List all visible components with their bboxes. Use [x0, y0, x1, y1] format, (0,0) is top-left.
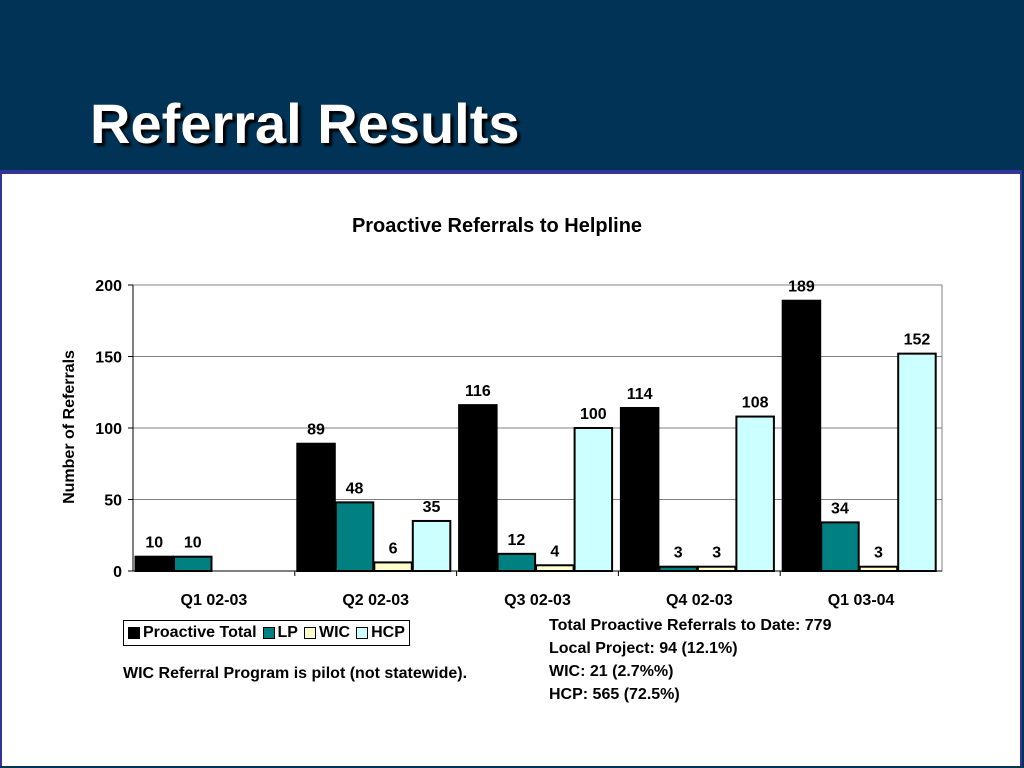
x-tick-label: Q4 02-03: [666, 592, 733, 609]
x-tick-label: Q2 02-03: [342, 592, 409, 609]
data-label: 114: [627, 386, 653, 403]
y-tick-label: 0: [113, 564, 122, 581]
bar-proactive-total: [619, 406, 660, 573]
bar-lp: [658, 565, 698, 573]
data-label: 6: [389, 540, 398, 557]
y-axis-label: Number of Referrals: [61, 350, 78, 504]
bar-hcp: [411, 519, 452, 573]
bar-lp: [173, 555, 213, 573]
y-tick-label: 50: [104, 493, 122, 510]
totals-line-hcp: HCP: 565 (72.5%): [549, 686, 680, 703]
data-label: 10: [145, 535, 163, 552]
data-label: 189: [788, 279, 815, 296]
bar-wic: [858, 565, 899, 573]
legend-item: Proactive Total: [128, 624, 257, 642]
totals-line-total: Total Proactive Referrals to Date: 779: [549, 617, 832, 634]
data-label: 34: [831, 500, 849, 517]
data-label: 12: [507, 532, 525, 549]
legend-item: WIC: [303, 624, 351, 642]
legend-item: HCP: [356, 624, 405, 642]
y-tick-label: 150: [95, 350, 122, 367]
x-tick-label: Q1 02-03: [181, 592, 248, 609]
chart-title: Proactive Referrals to Helpline: [352, 215, 642, 237]
totals-line-wic: WIC: 21 (2.7%%): [549, 663, 674, 680]
legend-swatch: [303, 627, 316, 639]
data-label: 4: [550, 543, 559, 560]
data-label: 48: [346, 480, 364, 497]
legend-label: Proactive Total: [143, 624, 257, 641]
legend-swatch: [262, 627, 275, 639]
data-label: 3: [712, 545, 721, 562]
bar-lp: [820, 521, 860, 573]
legend-swatch: [128, 627, 140, 639]
totals-line-local-project: Local Project: 94 (12.1%): [549, 640, 738, 657]
bar-wic: [696, 565, 737, 573]
x-tick-label: Q1 03-04: [828, 592, 895, 609]
x-tick-label: Q3 02-03: [504, 592, 571, 609]
legend-label: LP: [277, 624, 298, 641]
data-label: 152: [904, 332, 931, 349]
data-label: 116: [465, 383, 491, 400]
legend-label: HCP: [371, 624, 405, 641]
data-label: 3: [874, 545, 883, 562]
data-label: 10: [184, 535, 202, 552]
data-label: 108: [742, 395, 769, 412]
y-tick-label: 100: [95, 421, 122, 438]
bar-lp: [334, 501, 375, 572]
bar-lp: [496, 552, 537, 573]
data-label: 89: [307, 422, 325, 439]
data-label: 100: [580, 406, 607, 423]
data-label: 3: [674, 545, 683, 562]
data-label: 35: [423, 499, 441, 516]
bar-wic: [373, 561, 413, 572]
bar-proactive-total: [296, 442, 336, 573]
legend-item: LP: [262, 624, 298, 642]
bar-wic: [535, 564, 575, 573]
bar-hcp: [573, 427, 614, 572]
bar-hcp: [897, 352, 937, 573]
bar-hcp: [735, 415, 775, 572]
bar-proactive-total: [134, 555, 174, 573]
totals-summary: Total Proactive Referrals to Date: 779 L…: [549, 614, 831, 706]
bar-proactive-total: [781, 299, 822, 572]
bar-proactive-total: [458, 404, 498, 572]
chart-legend: Proactive Total LP WIC HCP: [123, 620, 410, 646]
slide-title: Referral Results: [90, 92, 520, 155]
pilot-note: WIC Referral Program is pilot (not state…: [123, 665, 468, 682]
legend-label: WIC: [318, 624, 351, 641]
legend-swatch: [356, 627, 369, 639]
y-tick-label: 200: [95, 278, 122, 295]
